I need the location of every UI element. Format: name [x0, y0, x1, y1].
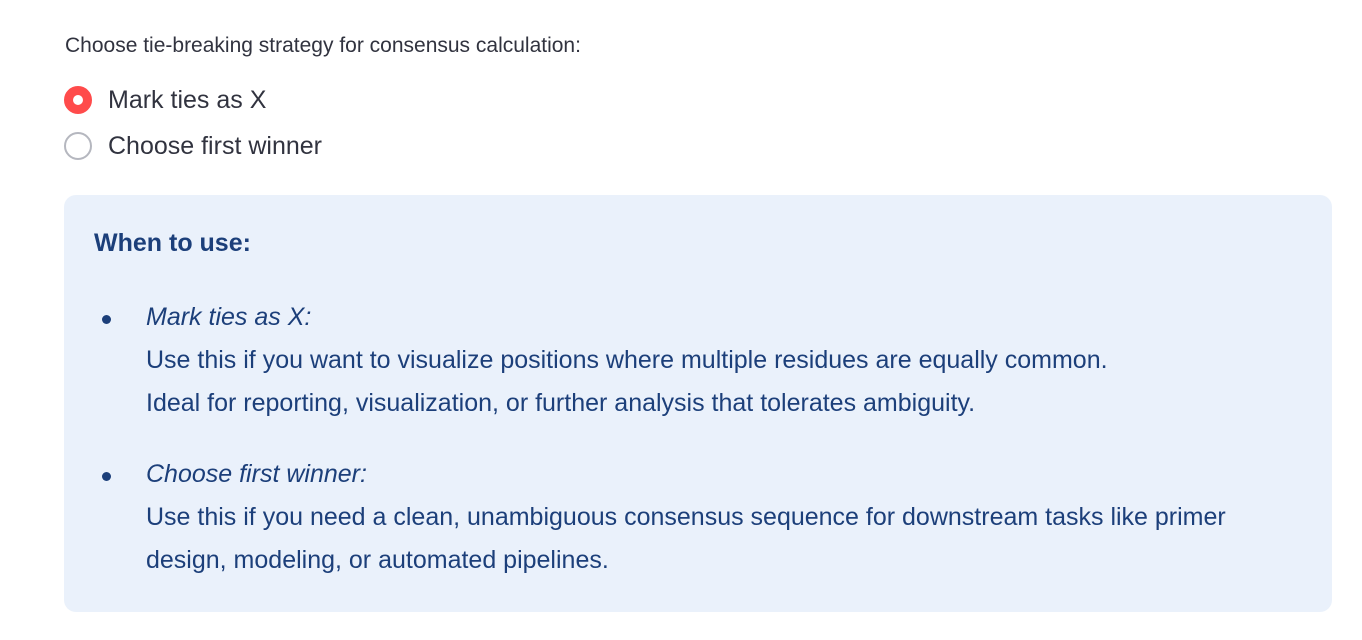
- bullet-icon: [102, 315, 111, 324]
- radio-option-label[interactable]: Choose first winner: [108, 131, 322, 160]
- info-box: When to use: Mark ties as X: Use this if…: [64, 195, 1332, 612]
- list-item-content: Choose first winner: Use this if you nee…: [146, 457, 1226, 582]
- radio-unchecked-icon[interactable]: [64, 132, 92, 160]
- list-item-heading: Mark ties as X:: [146, 303, 312, 331]
- bullet-icon: [102, 472, 111, 481]
- list-item-line: Ideal for reporting, visualization, or f…: [146, 389, 976, 417]
- radio-option-choose-first[interactable]: Choose first winner: [64, 131, 322, 161]
- list-item-heading: Choose first winner:: [146, 460, 367, 488]
- radio-option-label[interactable]: Mark ties as X: [108, 85, 267, 114]
- list-item-line: Use this if you want to visualize positi…: [146, 346, 1108, 374]
- radio-group-label: Choose tie-breaking strategy for consens…: [65, 34, 581, 57]
- list-item-line: Use this if you need a clean, unambiguou…: [146, 503, 1226, 531]
- list-item-content: Mark ties as X: Use this if you want to …: [146, 300, 1108, 425]
- radio-option-mark-ties[interactable]: Mark ties as X: [64, 85, 266, 115]
- radio-checked-icon[interactable]: [64, 86, 92, 114]
- info-title: When to use:: [94, 229, 251, 257]
- list-item-line: design, modeling, or automated pipelines…: [146, 546, 609, 574]
